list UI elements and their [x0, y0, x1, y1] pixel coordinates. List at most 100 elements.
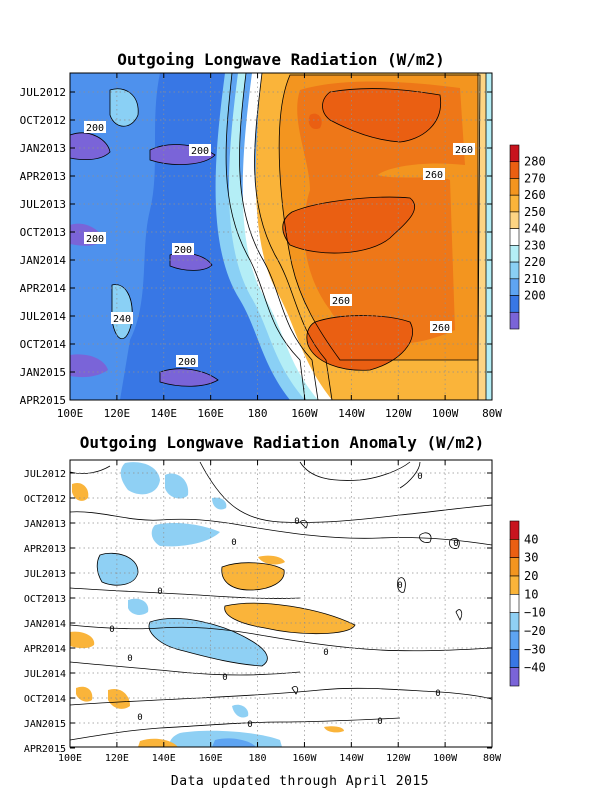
y-tick-label: JUL2014	[20, 310, 67, 323]
x-tick-label: 100W	[433, 753, 458, 764]
colorbar-swatch	[509, 194, 520, 213]
colorbar-swatch	[509, 520, 520, 540]
chart1-y-axis: JUL2012 OCT2012 JAN2013 APR2013 JUL2013 OCT20…	[20, 86, 492, 407]
y-tick-label: APR2015	[20, 394, 66, 407]
contour-label: 200	[86, 123, 104, 134]
x-tick-label: 100E	[58, 753, 82, 764]
y-tick-label: JAN2014	[20, 254, 67, 267]
chart2-title: Outgoing Longwave Radiation Anomaly (W/m…	[80, 433, 485, 452]
colorbar-label: −40	[524, 661, 546, 675]
contour-label: 0	[157, 587, 162, 597]
y-tick-label: APR2014	[20, 282, 67, 295]
y-tick-label: OCT2014	[24, 694, 66, 705]
colorbar-swatch	[509, 295, 520, 313]
contour-label: 0	[453, 539, 458, 549]
colorbar-label: −30	[524, 642, 546, 656]
y-tick-label: JAN2015	[20, 366, 66, 379]
x-tick-label: 180	[249, 753, 267, 764]
y-tick-label: JAN2013	[24, 519, 66, 530]
x-tick-label: 120W	[385, 407, 412, 420]
y-tick-label: OCT2014	[20, 338, 67, 351]
chart2-y-axis: JUL2012 OCT2012 JAN2013 APR2013 JUL2013 OCT20…	[24, 469, 492, 755]
colorbar-label: 230	[524, 238, 546, 252]
contour-label: 200	[86, 234, 104, 245]
colorbar-swatch	[509, 539, 520, 558]
x-tick-label: 140W	[339, 753, 364, 764]
contour-label: 0	[397, 581, 402, 591]
colorbar-label: 20	[524, 569, 538, 583]
y-tick-label: JUL2014	[24, 669, 66, 680]
y-tick-label: OCT2013	[24, 594, 66, 605]
contour-label: 0	[231, 538, 236, 548]
data-updated-note: Data updated through April 2015	[170, 774, 430, 789]
x-tick-label: 160E	[199, 753, 223, 764]
x-tick-label: 140W	[338, 407, 365, 420]
contour-label: 0	[127, 654, 132, 664]
x-tick-label: 80W	[483, 753, 502, 764]
colorbar-swatch	[509, 311, 520, 330]
colorbar-swatch	[509, 649, 520, 668]
colorbar-swatch	[509, 161, 520, 179]
contour-label: 260	[455, 145, 473, 156]
colorbar-swatch	[509, 667, 520, 687]
x-tick-label: 120W	[386, 753, 411, 764]
colorbar-swatch	[509, 594, 520, 613]
contour-label: 260	[432, 323, 450, 334]
colorbar-label: 280	[524, 155, 546, 169]
chart2-x-axis: 100E 120E 140E 160E 180 160W 140W 120W 100W 80W	[58, 460, 502, 764]
colorbar-swatch	[509, 575, 520, 595]
chart2-plot-area	[70, 460, 492, 747]
x-tick-label: 140E	[151, 407, 178, 420]
contour-label: 0	[222, 673, 227, 683]
contour-label: 0	[247, 720, 252, 730]
contour-label: 0	[435, 689, 440, 699]
colorbar-label: 10	[524, 587, 538, 601]
contour-label: 260	[332, 296, 350, 307]
chart1-contour-labels: 200 200 200 200 200 240 260 260 260 260	[84, 121, 475, 368]
chart2-frame	[69, 459, 493, 748]
contour-label: 200	[174, 245, 192, 256]
colorbar-swatch	[509, 612, 520, 632]
x-tick-label: 80W	[482, 407, 502, 420]
x-tick-label: 120E	[105, 753, 129, 764]
y-tick-label: APR2015	[24, 744, 66, 755]
y-tick-label: APR2013	[20, 170, 66, 183]
contour-label: 260	[425, 170, 443, 181]
y-tick-label: APR2014	[24, 644, 66, 655]
contour-label: 0	[109, 625, 114, 635]
y-tick-label: OCT2012	[20, 114, 66, 127]
chart1-plot-area	[70, 73, 492, 400]
y-tick-label: JUL2013	[20, 198, 66, 211]
y-tick-label: APR2013	[24, 544, 66, 555]
y-tick-label: JAN2015	[24, 719, 66, 730]
contour-label: 200	[191, 146, 209, 157]
x-tick-label: 120E	[104, 407, 131, 420]
y-tick-label: JUL2012	[20, 86, 66, 99]
contour-label: 0	[137, 713, 142, 723]
contour-label: 0	[323, 648, 328, 658]
x-tick-label: 160W	[291, 407, 318, 420]
colorbar-label: −20	[524, 624, 546, 638]
colorbar-swatch	[509, 261, 520, 280]
y-tick-label: JAN2013	[20, 142, 66, 155]
colorbar-label: −10	[524, 606, 546, 620]
contour-label: 0	[294, 517, 299, 527]
y-tick-label: OCT2012	[24, 494, 66, 505]
contour-label: 0	[417, 472, 422, 482]
chart1-frame	[69, 72, 493, 401]
colorbar-label: 30	[524, 551, 538, 565]
colorbar-swatch	[509, 178, 520, 196]
contour-label: 200	[178, 357, 196, 368]
colorbar-label: 200	[524, 289, 546, 303]
colorbar-swatch	[509, 557, 520, 577]
y-tick-label: JUL2013	[24, 569, 66, 580]
y-tick-label: JAN2014	[24, 619, 66, 630]
chart2-colorbar: 40 30 20 10 −10 −20 −30 −40	[509, 520, 546, 687]
x-tick-label: 160W	[292, 753, 317, 764]
y-tick-label: JUL2012	[24, 469, 66, 480]
colorbar-swatch	[509, 630, 520, 650]
colorbar-label: 260	[524, 188, 546, 202]
chart1-x-axis: 100E 120E 140E 160E 180 160W 140W 120W 100W 80W	[57, 73, 502, 420]
x-tick-label: 160E	[197, 407, 224, 420]
colorbar-swatch	[509, 228, 520, 246]
